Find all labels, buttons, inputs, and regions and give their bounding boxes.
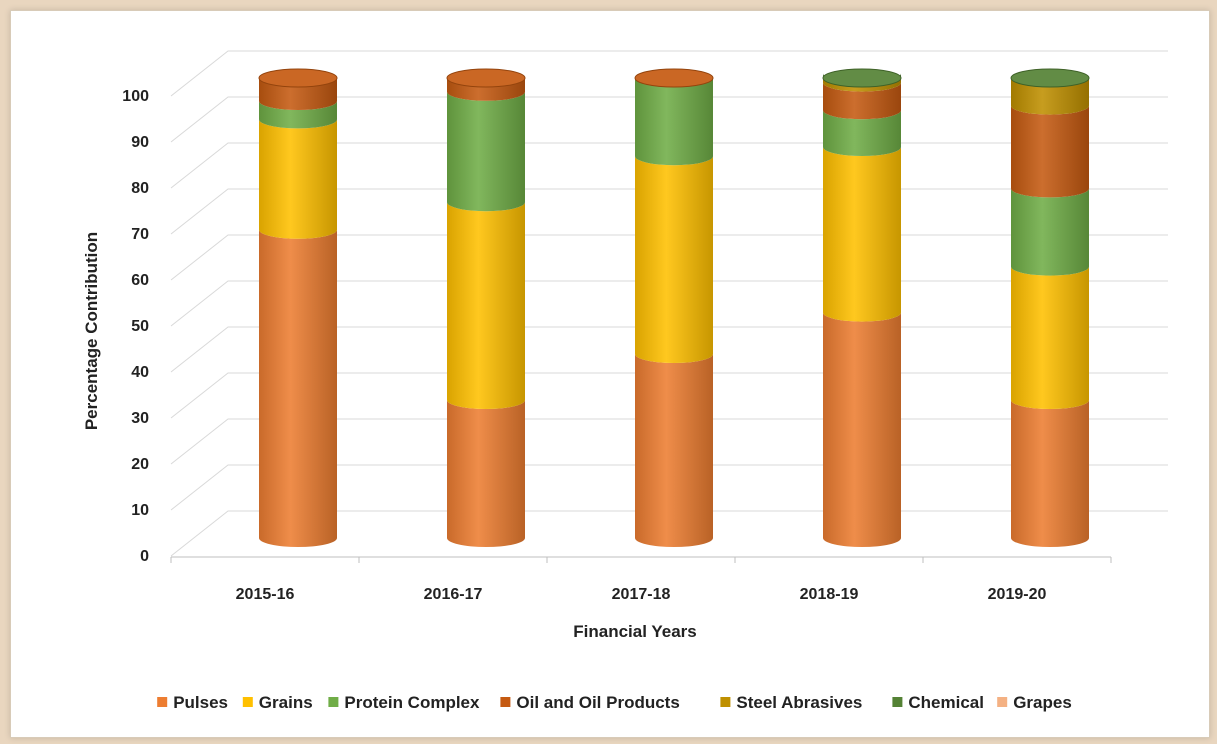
x-axis-title: Financial Years xyxy=(573,622,696,641)
legend-item: Steel Abrasives xyxy=(720,693,862,712)
legend: Pulses Grains Protein Complex Oil and Oil P… xyxy=(157,693,1072,712)
y-tick-label: 0 xyxy=(140,548,149,565)
bar-segment xyxy=(635,354,713,547)
legend-label: Chemical xyxy=(908,693,984,712)
bars xyxy=(258,68,1090,548)
bar-stack xyxy=(822,68,902,547)
bar-segment xyxy=(259,101,337,129)
bar-stack xyxy=(634,68,714,547)
x-tick-label: 2019-20 xyxy=(988,586,1047,603)
y-tick-label: 70 xyxy=(131,226,149,243)
bar-segment xyxy=(1011,266,1089,409)
x-tick-label: 2017-18 xyxy=(612,586,671,603)
legend-swatch xyxy=(328,697,339,707)
bar-segment xyxy=(823,147,901,322)
y-axis-ticks: 0 10 20 30 40 50 60 70 80 90 100 xyxy=(122,88,149,565)
legend-label: Steel Abrasives xyxy=(736,693,862,712)
y-tick-label: 50 xyxy=(131,318,149,335)
legend-swatch xyxy=(157,697,168,707)
bar-segment xyxy=(1011,78,1089,115)
bar-segment xyxy=(447,400,525,547)
legend-swatch xyxy=(500,697,511,707)
bar-cap xyxy=(446,68,526,88)
bar-segment xyxy=(1011,105,1089,198)
legend-item: Grains xyxy=(242,693,313,712)
bar-segment xyxy=(823,82,901,120)
legend-item: Pulses xyxy=(157,693,228,712)
legend-swatch xyxy=(720,697,731,707)
legend-label: Grapes xyxy=(1013,693,1072,712)
bar-cap xyxy=(634,68,714,88)
legend-label: Grains xyxy=(259,693,313,712)
legend-swatch xyxy=(242,697,253,707)
legend-item: Grapes xyxy=(997,693,1072,712)
bar-stack xyxy=(446,68,526,547)
bar-segment xyxy=(635,156,713,363)
y-tick-label: 90 xyxy=(131,134,149,151)
y-tick-label: 40 xyxy=(131,364,149,381)
x-tick-label: 2016-17 xyxy=(424,586,483,603)
legend-swatch xyxy=(997,697,1008,707)
bar-stack xyxy=(258,68,338,548)
chart-container: 0 10 20 30 40 50 60 70 80 90 100 2015-16 2016-17 201… xyxy=(10,10,1210,738)
bar-segment xyxy=(823,78,901,92)
bar-segment xyxy=(635,78,713,166)
x-tick-label: 2018-19 xyxy=(800,586,859,603)
legend-label: Oil and Oil Products xyxy=(516,693,679,712)
bar-cap xyxy=(1010,68,1090,88)
legend-label: Protein Complex xyxy=(344,693,480,712)
y-tick-label: 60 xyxy=(131,272,149,289)
y-tick-label: 30 xyxy=(131,410,149,427)
y-tick-label: 10 xyxy=(131,502,149,519)
bar-segment xyxy=(447,202,525,409)
bar-cap xyxy=(822,68,902,88)
bar-segment xyxy=(259,229,337,548)
x-tick-label: 2015-16 xyxy=(236,586,295,603)
bar-segment xyxy=(1011,188,1089,276)
y-axis-title: Percentage Contribution xyxy=(82,232,101,430)
legend-label: Pulses xyxy=(173,693,228,712)
legend-item: Protein Complex xyxy=(328,693,480,712)
bar-segment xyxy=(447,91,525,212)
legend-item: Oil and Oil Products xyxy=(500,693,680,712)
bar-segment xyxy=(259,119,337,239)
gridline xyxy=(170,50,1168,97)
bar-segment xyxy=(823,312,901,547)
x-axis-ticks: 2015-16 2016-17 2017-18 2018-19 2019-20 xyxy=(236,586,1047,603)
legend-swatch xyxy=(892,697,903,707)
bar-segment xyxy=(447,78,525,101)
y-tick-label: 80 xyxy=(131,180,149,197)
bar-cap xyxy=(258,68,338,88)
bar-stack xyxy=(1010,68,1090,547)
bar-segment xyxy=(1011,400,1089,547)
y-tick-label: 100 xyxy=(122,88,149,105)
legend-item: Chemical xyxy=(892,693,984,712)
bar-segment xyxy=(823,110,901,156)
y-tick-label: 20 xyxy=(131,456,149,473)
